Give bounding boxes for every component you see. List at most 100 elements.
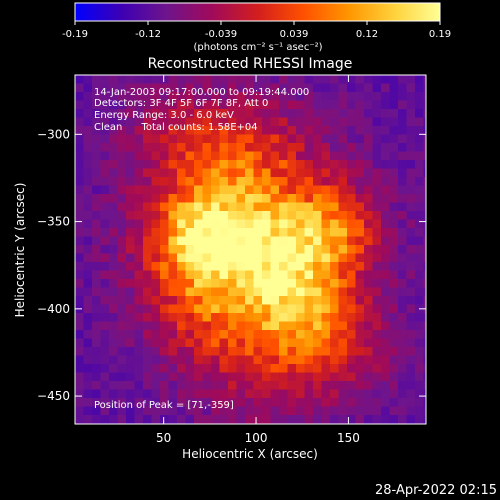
heatmap-cell <box>100 228 110 238</box>
heatmap-cell <box>185 389 195 399</box>
heatmap-cell <box>109 126 119 136</box>
heatmap-cell <box>228 177 238 187</box>
heatmap-cell <box>253 236 263 246</box>
heatmap-cell <box>262 194 272 204</box>
heatmap-cell <box>423 338 426 348</box>
heatmap-cell <box>83 364 93 374</box>
heatmap-cell <box>100 126 110 136</box>
heatmap-cell <box>228 389 238 399</box>
heatmap-cell <box>296 211 306 221</box>
heatmap-cell <box>304 126 314 136</box>
heatmap-cell <box>109 321 119 331</box>
heatmap-cell <box>202 236 212 246</box>
heatmap-cell <box>372 347 382 357</box>
heatmap-cell <box>279 92 289 102</box>
heatmap-cell <box>160 109 170 119</box>
heatmap-cell <box>202 372 212 382</box>
heatmap-cell <box>160 296 170 306</box>
heatmap-cell <box>372 151 382 161</box>
heatmap-cell <box>347 415 357 424</box>
heatmap-cell <box>262 143 272 153</box>
heatmap-cell <box>109 100 119 110</box>
heatmap-cell <box>245 117 255 127</box>
heatmap-cell <box>398 168 408 178</box>
heatmap-cell <box>202 415 212 424</box>
heatmap-cell <box>253 83 263 93</box>
heatmap-cell <box>372 92 382 102</box>
footer-timestamp: 28-Apr-2022 02:15 <box>375 483 497 498</box>
heatmap-cell <box>347 262 357 272</box>
heatmap-cell <box>75 236 85 246</box>
heatmap-cell <box>415 253 425 263</box>
heatmap-cell <box>75 143 85 153</box>
heatmap-cell <box>75 151 85 161</box>
heatmap-cell <box>364 372 374 382</box>
plot-frame <box>74 74 427 425</box>
heatmap-cell <box>194 160 204 170</box>
heatmap-cell <box>381 262 391 272</box>
heatmap-cell <box>262 287 272 297</box>
heatmap-cell <box>160 355 170 365</box>
heatmap-cell <box>355 236 365 246</box>
heatmap-cell <box>304 185 314 195</box>
heatmap-cell <box>347 100 357 110</box>
heatmap-cell <box>372 168 382 178</box>
heatmap-cell <box>406 398 416 408</box>
heatmap-cell <box>304 117 314 127</box>
heatmap-cell <box>330 143 340 153</box>
annotation-time-range: 14-Jan-2003 09:17:00.000 to 09:19:44.000 <box>94 87 309 98</box>
heatmap-cell <box>185 109 195 119</box>
heatmap-cell <box>245 338 255 348</box>
heatmap-cell <box>236 338 246 348</box>
heatmap-cell <box>245 296 255 306</box>
heatmap-cell <box>287 202 297 212</box>
heatmap-cell <box>398 253 408 263</box>
heatmap-cell <box>364 151 374 161</box>
heatmap-cell <box>304 100 314 110</box>
heatmap-cell <box>313 347 323 357</box>
heatmap-cell <box>219 364 229 374</box>
heatmap-cell <box>228 330 238 340</box>
heatmap-cell <box>185 347 195 357</box>
heatmap-cell <box>338 185 348 195</box>
heatmap-cell <box>92 228 102 238</box>
heatmap-cell <box>134 236 144 246</box>
heatmap-cell <box>117 304 127 314</box>
heatmap-cell <box>364 313 374 323</box>
heatmap-cell <box>372 304 382 314</box>
heatmap-cell <box>355 245 365 255</box>
heatmap-cell <box>381 279 391 289</box>
heatmap-cell <box>117 151 127 161</box>
heatmap-cell <box>211 177 221 187</box>
heatmap-cell <box>372 109 382 119</box>
heatmap-cell <box>389 355 399 365</box>
heatmap-cell <box>398 381 408 391</box>
heatmap-cell <box>287 279 297 289</box>
heatmap-cell <box>321 109 331 119</box>
heatmap-cell <box>168 228 178 238</box>
heatmap-cell <box>228 296 238 306</box>
heatmap-cell <box>185 279 195 289</box>
heatmap-cell <box>92 185 102 195</box>
heatmap-cell <box>202 151 212 161</box>
heatmap-cell <box>219 347 229 357</box>
heatmap-cell <box>338 355 348 365</box>
heatmap-cell <box>364 134 374 144</box>
heatmap-cell <box>83 406 93 416</box>
heatmap-cell <box>270 279 280 289</box>
heatmap-cell <box>415 134 425 144</box>
heatmap-cell <box>262 75 272 85</box>
heatmap-cell <box>406 262 416 272</box>
heatmap-cell <box>423 151 426 161</box>
colorbar-tick-label: -0.12 <box>135 29 161 40</box>
heatmap-cell <box>406 177 416 187</box>
heatmap-cell <box>236 134 246 144</box>
y-tick-label: −400 <box>37 302 70 316</box>
heatmap-cell <box>134 100 144 110</box>
heatmap-cell <box>92 262 102 272</box>
heatmap-cell <box>228 75 238 85</box>
heatmap-cell <box>279 262 289 272</box>
heatmap-cell <box>270 143 280 153</box>
heatmap-cell <box>279 202 289 212</box>
heatmap-cell <box>168 270 178 280</box>
